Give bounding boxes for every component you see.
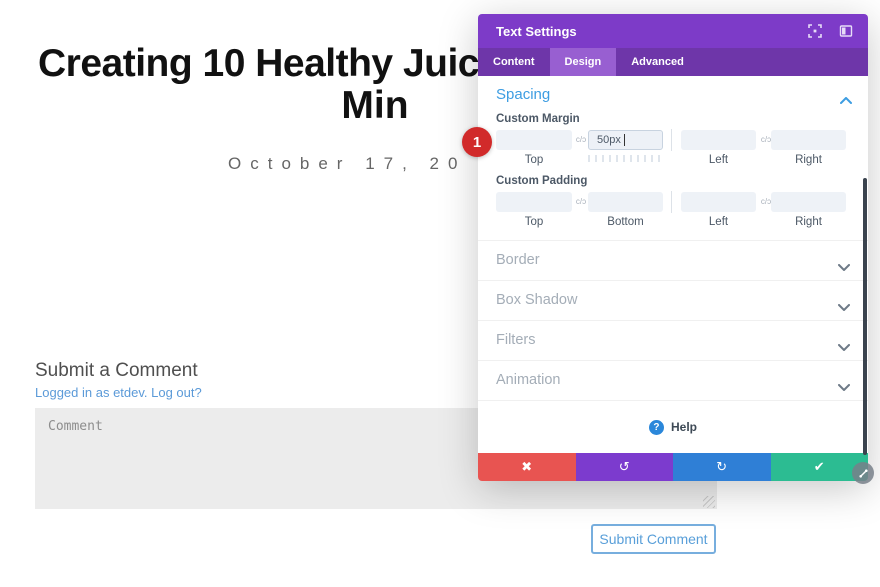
section-box-shadow-title: Box Shadow xyxy=(496,292,578,308)
modal-resize-handle[interactable] xyxy=(852,462,874,484)
padding-bottom-label: Bottom xyxy=(607,216,644,228)
tab-content[interactable]: Content xyxy=(493,56,535,68)
link-values-icon[interactable]: c/ɔ xyxy=(575,135,587,144)
close-icon: ✖ xyxy=(521,459,533,475)
custom-margin-label: Custom Margin xyxy=(496,113,580,125)
drag-ticks[interactable] xyxy=(588,155,663,162)
chevron-up-icon xyxy=(840,91,852,104)
split-view-icon[interactable] xyxy=(839,24,854,39)
link-values-icon[interactable]: c/ɔ xyxy=(575,197,587,206)
margin-bottom-input[interactable] xyxy=(588,130,663,150)
chevron-down-icon xyxy=(838,298,850,311)
save-button[interactable]: ✔ xyxy=(770,453,868,481)
section-spacing-toggle[interactable]: Spacing xyxy=(496,86,852,108)
section-animation-toggle[interactable]: Animation xyxy=(478,360,868,400)
help-question-icon[interactable]: ? xyxy=(648,419,664,435)
field-divider xyxy=(671,129,672,151)
section-spacing-title: Spacing xyxy=(496,86,551,103)
article-title-line2: Min xyxy=(341,84,409,127)
section-animation-title: Animation xyxy=(496,372,561,388)
comments-heading: Submit a Comment xyxy=(35,360,198,381)
expand-icon[interactable] xyxy=(808,24,823,39)
help-link[interactable]: Help xyxy=(670,420,697,434)
margin-top-label: Top xyxy=(524,154,544,166)
section-box-shadow-toggle[interactable]: Box Shadow xyxy=(478,280,868,320)
redo-button[interactable]: ↻ xyxy=(673,453,771,481)
section-filters-title: Filters xyxy=(496,332,536,348)
section-border-toggle[interactable]: Border xyxy=(478,240,868,280)
modal-header[interactable]: Text Settings xyxy=(478,14,868,48)
modal-title: Text Settings xyxy=(496,23,577,39)
padding-right-input[interactable] xyxy=(771,192,846,212)
redo-icon: ↻ xyxy=(716,459,728,475)
padding-bottom-input[interactable] xyxy=(588,192,663,212)
undo-button[interactable]: ↺ xyxy=(575,453,673,481)
margin-top-input[interactable] xyxy=(496,130,572,150)
undo-icon: ↺ xyxy=(618,459,630,475)
padding-top-label: Top xyxy=(524,216,544,228)
link-values-icon[interactable]: c/ɔ xyxy=(760,135,772,144)
margin-left-label: Left xyxy=(708,154,729,166)
link-values-icon[interactable]: c/ɔ xyxy=(760,197,772,206)
tab-design[interactable]: Design xyxy=(549,48,617,76)
tab-advanced[interactable]: Advanced xyxy=(631,56,684,68)
padding-left-label: Left xyxy=(708,216,729,228)
padding-right-label: Right xyxy=(795,216,822,228)
modal-footer: ✖ ↺ ↻ ✔ xyxy=(478,453,868,481)
modal-tab-bar: Content Design Advanced xyxy=(478,48,868,76)
modal-content: Spacing Custom Margin c/ɔ c/ɔ Top Left R… xyxy=(478,76,868,453)
chevron-down-icon xyxy=(838,338,850,351)
discard-button[interactable]: ✖ xyxy=(478,453,576,481)
custom-padding-label: Custom Padding xyxy=(496,175,588,187)
help-row: ? Help xyxy=(478,400,868,453)
padding-left-input[interactable] xyxy=(681,192,756,212)
section-filters-toggle[interactable]: Filters xyxy=(478,320,868,360)
margin-right-input[interactable] xyxy=(771,130,846,150)
section-border-title: Border xyxy=(496,252,540,268)
text-settings-modal: Text Settings Content Design Advanced xyxy=(478,14,874,484)
check-icon: ✔ xyxy=(813,459,825,475)
margin-right-label: Right xyxy=(795,154,822,166)
article-date: October 17, 20 xyxy=(228,154,467,173)
field-divider xyxy=(671,191,672,213)
submit-comment-button[interactable]: Submit Comment xyxy=(591,524,716,554)
padding-top-input[interactable] xyxy=(496,192,572,212)
margin-left-input[interactable] xyxy=(681,130,756,150)
login-status-link[interactable]: Logged in as etdev. Log out? xyxy=(35,385,202,400)
article-title-line1: Creating 10 Healthy Juices xyxy=(38,42,522,85)
chevron-down-icon xyxy=(838,258,850,271)
step-badge: 1 xyxy=(462,127,492,157)
chevron-down-icon xyxy=(838,378,850,391)
modal-scrollbar[interactable] xyxy=(863,178,867,455)
